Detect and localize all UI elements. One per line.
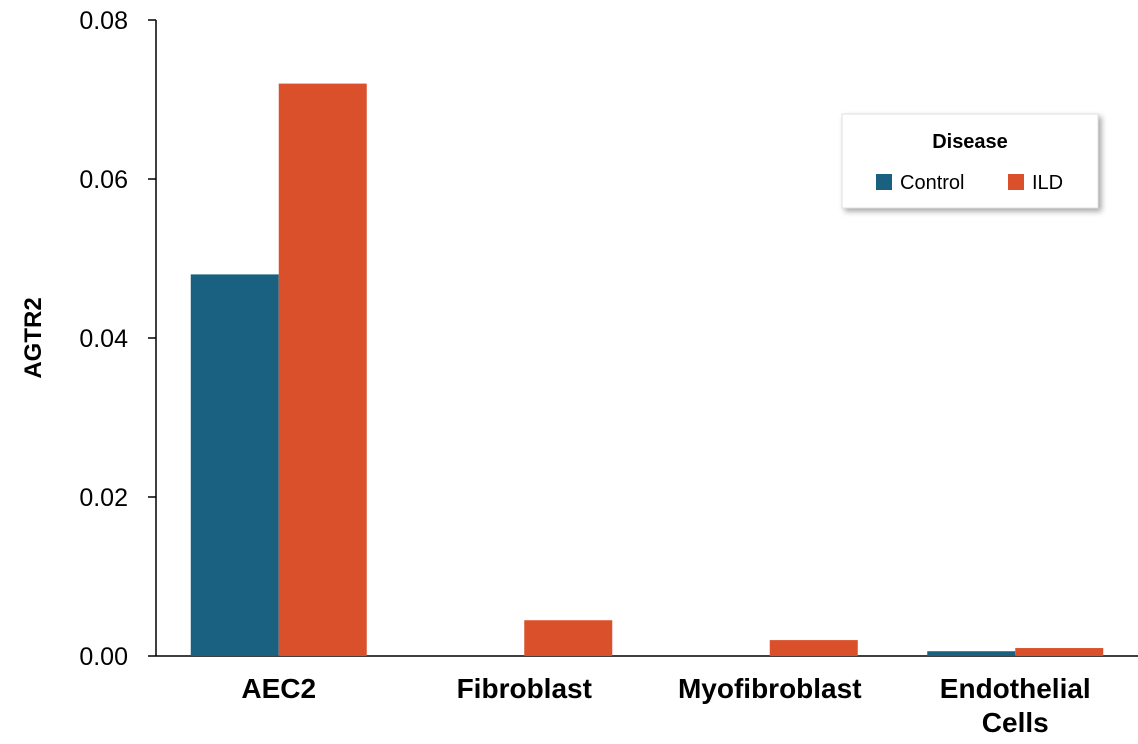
y-tick-label: 0.02 [79,484,128,512]
legend-label-control: Control [900,172,964,194]
category-labels: AEC2 Fibroblast Myofibroblast Endothelial Ce… [241,673,1090,738]
category-label-line: AEC2 [241,673,316,704]
y-axis-label-group: AGTR2 [20,297,47,378]
y-tick-label: 0.08 [79,7,128,35]
legend-swatch-control [876,174,892,190]
bar-control-endothelial-cells [927,651,1016,656]
legend: Disease Control ILD [841,113,1099,209]
y-tick-label: 0.06 [79,166,128,194]
category-label: Endothelial Cells [940,673,1091,738]
category-label: Fibroblast [457,673,592,704]
bar-control-aec2 [190,274,279,656]
bar-ild-aec2 [278,83,367,657]
legend-label-ild: ILD [1032,172,1063,194]
bar-ild-myofibroblast [769,640,858,656]
bars [190,83,1104,657]
y-tick-label: 0.00 [79,643,128,671]
category-label-line: Endothelial [940,673,1091,704]
category-label-line: Myofibroblast [678,673,862,704]
category-label: Myofibroblast [678,673,862,704]
legend-title: Disease [932,131,1008,153]
bar-ild-endothelial-cells [1015,648,1104,656]
category-label-line: Fibroblast [457,673,592,704]
y-tick-label: 0.04 [79,325,128,353]
y-axis-label: AGTR2 [20,297,47,378]
bar-ild-fibroblast [524,620,613,656]
category-label: AEC2 [241,673,316,704]
category-label-line: Cells [982,707,1049,738]
legend-swatch-ild [1008,174,1024,190]
legend-box [841,113,1099,209]
